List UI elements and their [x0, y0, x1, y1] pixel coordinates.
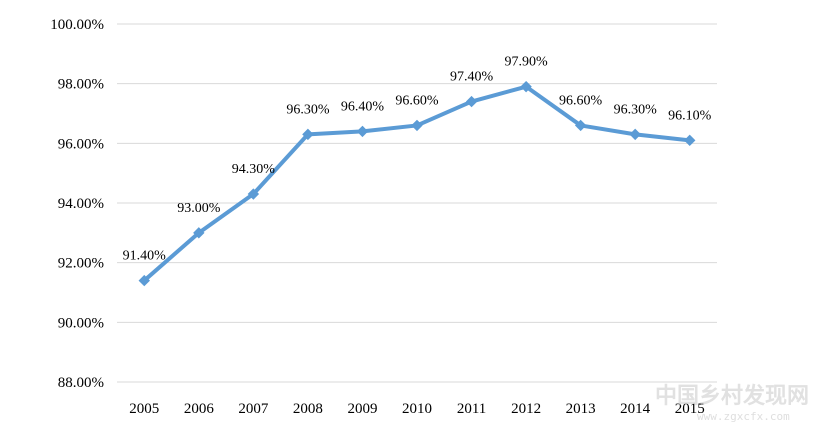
- x-tick-label: 2014: [620, 401, 651, 417]
- watermark: 中国乡村发现网 www.zgxcfx.com: [655, 383, 809, 423]
- data-label: 96.60%: [395, 93, 439, 108]
- x-axis-tick-labels: 2005 2006 2007 2008 2009 2010 2011 2012 2013 2014…: [129, 401, 704, 417]
- y-axis-tick-labels: 88.00% 90.00% 92.00% 94.00% 96.00% 98.00% 100.…: [50, 17, 104, 391]
- data-point: [684, 134, 696, 147]
- data-point: [193, 227, 205, 239]
- data-point: [574, 119, 587, 132]
- data-label: 96.40%: [341, 99, 385, 114]
- x-tick-label: 2008: [293, 401, 323, 417]
- data-label: 97.40%: [450, 70, 494, 85]
- data-label: 91.40%: [123, 249, 167, 264]
- x-tick-label: 2012: [511, 401, 541, 417]
- y-tick-label: 92.00%: [58, 256, 104, 272]
- y-tick-label: 100.00%: [50, 17, 104, 33]
- y-tick-label: 96.00%: [58, 136, 104, 152]
- data-label: 96.60%: [559, 93, 603, 108]
- x-tick-label: 2013: [566, 401, 596, 417]
- data-label: 93.00%: [177, 201, 221, 216]
- data-label: 94.30%: [232, 162, 276, 177]
- x-tick-label: 2005: [129, 401, 159, 417]
- series-line: [142, 84, 692, 283]
- data-point: [629, 128, 641, 141]
- y-tick-label: 94.00%: [58, 196, 104, 212]
- x-tick-label: 2015: [675, 401, 705, 417]
- watermark-url: www.zgxcfx.com: [697, 410, 790, 423]
- data-point: [520, 80, 532, 93]
- x-tick-label: 2007: [238, 401, 269, 417]
- data-labels: 91.40% 93.00% 94.30% 96.30% 96.40% 96.60% 97.4…: [123, 55, 712, 264]
- data-point: [247, 188, 260, 200]
- data-point: [465, 95, 478, 108]
- x-tick-label: 2009: [347, 401, 377, 417]
- data-label: 96.10%: [668, 108, 712, 123]
- gridlines: [117, 23, 717, 383]
- data-point: [302, 128, 314, 141]
- y-tick-label: 90.00%: [58, 315, 104, 331]
- data-point: [411, 119, 423, 132]
- data-point: [356, 125, 369, 138]
- data-label: 96.30%: [286, 102, 330, 117]
- y-tick-label: 88.00%: [58, 375, 104, 391]
- x-tick-label: 2011: [457, 401, 486, 417]
- data-label: 97.90%: [505, 55, 549, 70]
- series-line-path: [142, 84, 692, 283]
- x-tick-label: 2010: [402, 401, 432, 417]
- data-label: 96.30%: [614, 102, 658, 117]
- x-tick-label: 2006: [184, 401, 215, 417]
- y-tick-label: 98.00%: [58, 77, 104, 93]
- data-point: [138, 274, 150, 287]
- series-markers: [138, 80, 696, 287]
- watermark-text: 中国乡村发现网: [655, 383, 809, 409]
